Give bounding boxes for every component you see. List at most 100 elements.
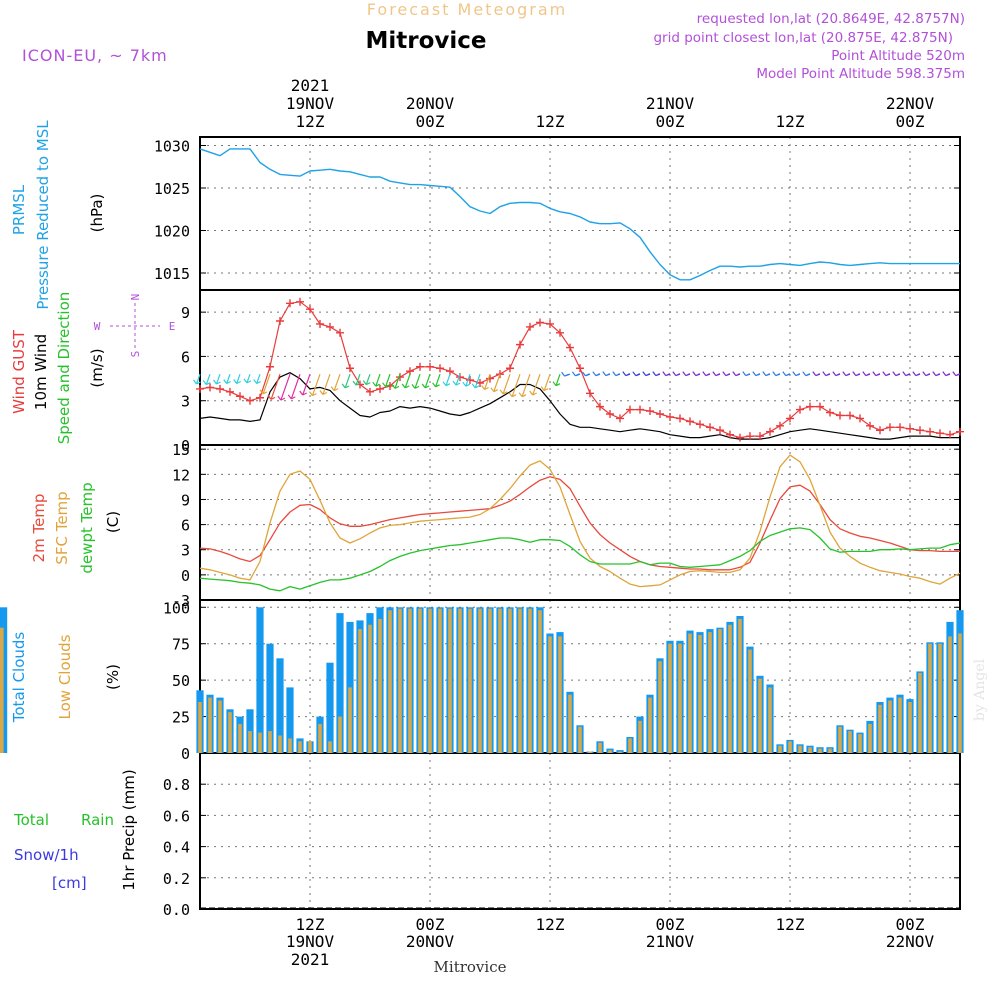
low-cloud-bar xyxy=(818,748,822,753)
low-cloud-bar xyxy=(898,697,902,753)
cloud-label-low: Low Clouds xyxy=(56,634,74,719)
wind-direction-arrow xyxy=(299,373,311,396)
wind-direction-arrow xyxy=(682,371,691,377)
gust-point xyxy=(766,427,774,436)
gust-point xyxy=(696,420,704,429)
wind-unit: (m/s) xyxy=(88,348,106,387)
wind-direction-arrow xyxy=(952,371,961,377)
low-cloud-bar xyxy=(808,747,812,753)
low-cloud-bar xyxy=(698,635,702,753)
gust-point xyxy=(926,427,934,436)
top-date-label: 20NOV xyxy=(406,94,455,113)
wind-direction-arrow xyxy=(662,371,671,377)
model-altitude: Model Point Altitude 598.375m xyxy=(756,66,965,82)
low-cloud-bar xyxy=(0,627,4,753)
low-cloud-bar xyxy=(278,735,282,753)
wind-direction-arrow xyxy=(622,371,631,377)
bottom-hour-label: 12Z xyxy=(296,915,325,934)
low-cloud-bar xyxy=(218,700,222,753)
wind-direction-arrow xyxy=(802,371,811,377)
low-cloud-bar xyxy=(578,726,582,753)
low-cloud-bar xyxy=(338,716,342,753)
wind-direction-arrow xyxy=(722,371,731,377)
model-label: ICON-EU, ~ 7km xyxy=(22,46,168,65)
wind-direction-arrow xyxy=(672,371,681,377)
precip-label-cm: [cm] xyxy=(52,874,87,892)
low-cloud-bar xyxy=(888,700,892,753)
tsfc-line xyxy=(199,454,961,588)
top-date-label: 19NOV xyxy=(286,94,335,113)
pressure-ytick-label: 1015 xyxy=(154,265,190,283)
wind-direction-arrow xyxy=(202,373,211,386)
gust-point xyxy=(436,364,444,373)
pressure-label-msl: Pressure Reduced to MSL xyxy=(34,120,52,310)
low-cloud-bar xyxy=(458,608,462,753)
gust-point xyxy=(896,423,904,432)
wind-direction-arrow xyxy=(471,373,481,389)
wind-direction-arrow xyxy=(892,371,901,377)
gust-point xyxy=(566,343,574,352)
gust-point xyxy=(426,362,434,371)
wind-direction-arrow xyxy=(233,373,241,385)
precipitation-panel: 0.0 0.2 0.4 0.6 0.8 xyxy=(163,752,961,919)
cloud-unit: (%) xyxy=(104,664,122,690)
low-cloud-bar xyxy=(358,629,362,753)
wind-direction-arrow xyxy=(243,373,252,384)
wind-direction-arrow xyxy=(411,373,421,389)
wind-direction-arrow xyxy=(518,373,531,398)
gust-point xyxy=(346,364,354,373)
bottom-date-label: 20NOV xyxy=(406,932,455,951)
precip-unit: 1hr Precip (mm) xyxy=(120,769,138,890)
bottom-year-label: 2021 xyxy=(291,950,330,969)
compass-north: N xyxy=(129,294,142,301)
precipitation-ytick-label: 0.8 xyxy=(163,776,190,794)
precipitation-ytick-label: 0.0 xyxy=(163,901,190,919)
temperature-panel: -3 0 3 6 9 12 15 xyxy=(172,441,961,610)
low-cloud-bar xyxy=(508,608,512,753)
wind-ytick-label: 6 xyxy=(181,348,190,366)
pressure-panel: 1015 1020 1025 1030 xyxy=(154,136,961,291)
precipitation-ytick-label: 0.6 xyxy=(163,807,190,825)
low-cloud-bar xyxy=(628,738,632,753)
gust-point xyxy=(336,328,344,337)
temperature-ytick-label: 6 xyxy=(181,517,190,535)
bottom-hour-label: 12Z xyxy=(536,915,565,934)
gust-point xyxy=(636,405,644,414)
low-cloud-bar xyxy=(238,723,242,753)
cloud-label-total: Total Clouds xyxy=(10,632,28,724)
top-date-label: 22NOV xyxy=(886,94,935,113)
wind-direction-arrow xyxy=(193,373,201,385)
top-date-label: 21NOV xyxy=(646,94,695,113)
wind-direction-arrow xyxy=(882,371,891,377)
bottom-hour-label: 00Z xyxy=(896,915,925,934)
precipitation-ytick-label: 0.4 xyxy=(163,839,190,857)
gust-point xyxy=(686,417,694,426)
wind-direction-arrow xyxy=(362,373,371,386)
low-cloud-bar xyxy=(868,723,872,753)
precip-label-rain: Rain xyxy=(81,811,114,829)
low-cloud-bar xyxy=(288,738,292,753)
clouds-ytick-label: 0 xyxy=(181,745,190,763)
total-cloud-bar xyxy=(256,607,264,753)
temperature-frame xyxy=(199,444,961,601)
wind-direction-arrow xyxy=(213,373,221,385)
pressure-unit: (hPa) xyxy=(88,194,106,233)
watermark: by Angel xyxy=(972,658,988,721)
bottom-hour-label: 12Z xyxy=(776,915,805,934)
gust-point xyxy=(366,387,374,396)
low-cloud-bar xyxy=(798,745,802,753)
gust-point xyxy=(666,412,674,421)
low-cloud-bar xyxy=(308,741,312,753)
total-cloud-bar xyxy=(276,658,284,753)
gust-point xyxy=(956,427,964,436)
wind-direction-arrow xyxy=(372,373,381,387)
wind-direction-arrow xyxy=(912,371,921,377)
low-cloud-bar xyxy=(548,636,552,753)
wind-direction-arrow xyxy=(319,373,331,396)
wind-direction-arrow xyxy=(330,373,341,392)
clouds-ytick-label: 75 xyxy=(172,636,190,654)
top-hour-label: 12Z xyxy=(536,112,565,131)
gust-point xyxy=(516,340,524,349)
wind-ytick-label: 9 xyxy=(181,304,190,322)
gust-point xyxy=(216,384,224,393)
